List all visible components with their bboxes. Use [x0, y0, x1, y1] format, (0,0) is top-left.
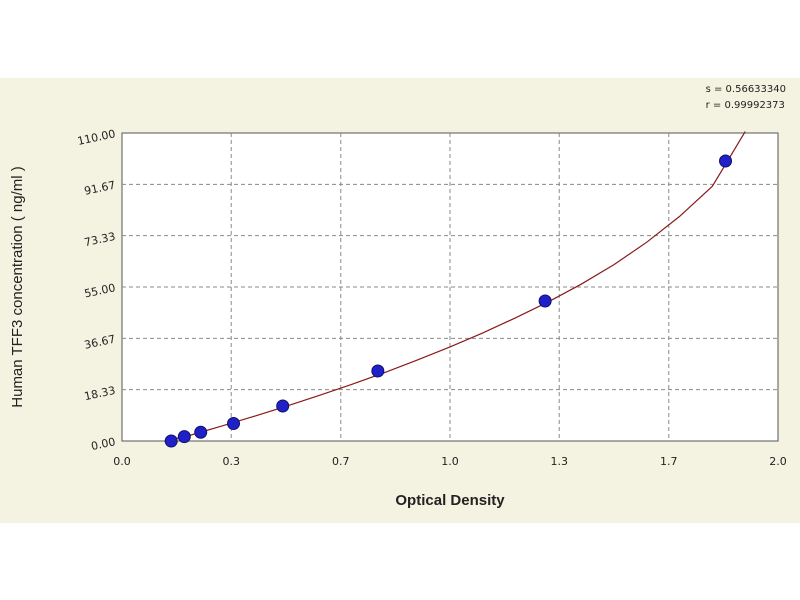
fit-curve [164, 131, 746, 442]
data-point [719, 154, 733, 168]
fit-statistics: s = 0.56633340 r = 0.99992373 [706, 82, 786, 114]
data-points [164, 154, 733, 448]
x-tick-label: 2.0 [769, 455, 787, 468]
x-tick-label: 1.7 [660, 455, 678, 468]
data-point [177, 430, 191, 444]
y-tick-label: 73.33 [83, 230, 117, 249]
y-tick-label: 91.67 [83, 179, 117, 198]
x-axis-title: Optical Density [395, 492, 505, 509]
data-point [276, 399, 290, 413]
s-statistic: s = 0.56633340 [705, 84, 786, 95]
r-statistic: r = 0.99992373 [705, 100, 785, 111]
x-tick-label: 0.0 [113, 455, 131, 468]
y-tick-label: 0.00 [90, 435, 117, 453]
y-tick-label: 55.00 [83, 281, 117, 300]
y-tick-label: 110.00 [76, 127, 116, 148]
data-point [371, 364, 385, 378]
x-tick-label: 0.7 [332, 455, 350, 468]
x-tick-label: 1.0 [441, 455, 459, 468]
x-tick-label: 1.3 [550, 455, 568, 468]
data-point [194, 425, 208, 439]
grid-lines [122, 133, 778, 441]
y-tick-label: 36.67 [83, 333, 117, 352]
x-tick-label: 0.3 [222, 455, 240, 468]
data-point [164, 434, 178, 448]
data-point [538, 294, 552, 308]
y-tick-label: 18.33 [83, 384, 117, 403]
data-point [227, 417, 241, 430]
x-axis-ticks: 0.0 0.3 0.7 1.0 1.3 1.7 2.0 [113, 455, 787, 468]
y-axis-ticks: 0.00 18.33 36.67 55.00 73.33 91.67 110.00 [76, 127, 116, 453]
y-axis-title: Human TFF3 concentration ( ng/ml ) [9, 166, 26, 407]
